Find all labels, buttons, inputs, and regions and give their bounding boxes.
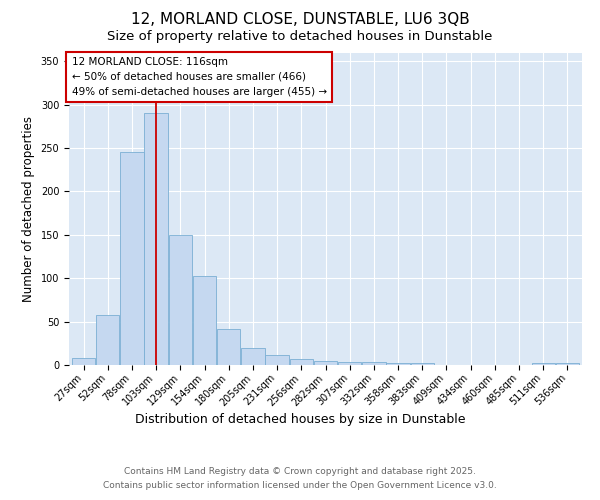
- Text: 12 MORLAND CLOSE: 116sqm
← 50% of detached houses are smaller (466)
49% of semi-: 12 MORLAND CLOSE: 116sqm ← 50% of detach…: [71, 57, 326, 97]
- Bar: [120, 152, 143, 365]
- Bar: [217, 328, 241, 365]
- Bar: [556, 364, 579, 365]
- Bar: [169, 235, 192, 365]
- Text: Contains HM Land Registry data © Crown copyright and database right 2025.: Contains HM Land Registry data © Crown c…: [124, 468, 476, 476]
- Bar: [265, 354, 289, 365]
- Bar: [290, 359, 313, 365]
- Bar: [145, 114, 168, 365]
- Text: Contains public sector information licensed under the Open Government Licence v3: Contains public sector information licen…: [103, 481, 497, 490]
- Y-axis label: Number of detached properties: Number of detached properties: [22, 116, 35, 302]
- Bar: [338, 362, 361, 365]
- Bar: [241, 348, 265, 365]
- Bar: [532, 364, 555, 365]
- Bar: [96, 314, 119, 365]
- Bar: [72, 358, 95, 365]
- Bar: [362, 362, 386, 365]
- Text: 12, MORLAND CLOSE, DUNSTABLE, LU6 3QB: 12, MORLAND CLOSE, DUNSTABLE, LU6 3QB: [131, 12, 469, 28]
- Bar: [410, 364, 434, 365]
- Bar: [386, 364, 410, 365]
- Bar: [314, 360, 337, 365]
- Text: Size of property relative to detached houses in Dunstable: Size of property relative to detached ho…: [107, 30, 493, 43]
- Text: Distribution of detached houses by size in Dunstable: Distribution of detached houses by size …: [135, 412, 465, 426]
- Bar: [193, 276, 216, 365]
